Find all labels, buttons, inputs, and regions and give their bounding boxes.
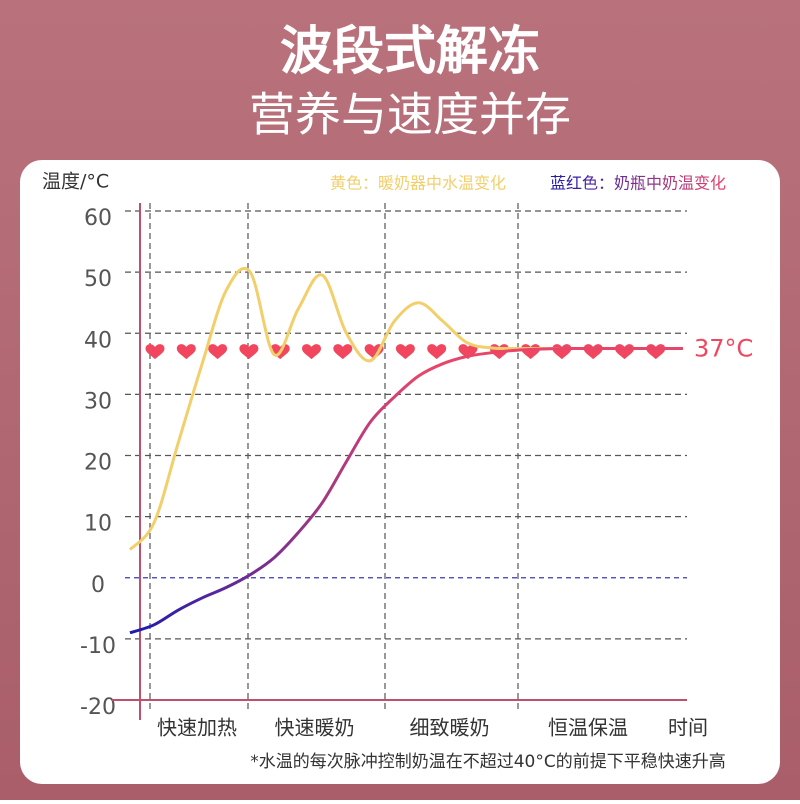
target-heart — [145, 344, 165, 360]
target-heart — [333, 344, 353, 360]
legend-entry: 黄色：暖奶器中水温变化 — [330, 174, 506, 193]
y-tick-label: 40 — [84, 328, 112, 353]
y-tick-label: 0 — [91, 573, 105, 598]
y-tick-label: 30 — [84, 389, 112, 414]
x-tick-label: 细致暖奶 — [410, 716, 490, 740]
y-tick-label: 50 — [84, 267, 112, 292]
target-heart — [427, 344, 447, 360]
y-tick-label: 20 — [84, 451, 112, 476]
target-label: 37°C — [694, 335, 753, 363]
y-axis-label: 温度/°C — [42, 171, 109, 193]
x-tick-label: 恒温保温 — [548, 716, 628, 740]
x-tick-label: 快速加热 — [157, 716, 237, 740]
target-heart — [302, 344, 321, 360]
target-heart — [208, 344, 228, 360]
target-heart — [395, 344, 415, 360]
x-tick-label: 快速暖奶 — [275, 716, 355, 740]
subtitle: 营养与速度并存 — [249, 88, 571, 142]
target-heart — [458, 344, 478, 360]
card — [20, 160, 780, 784]
y-tick-label: 60 — [84, 206, 112, 231]
x-axis-label: 时间 — [668, 716, 708, 740]
footnote: *水温的每次脉冲控制奶温在不超过40°C的前提下平稳快速升高 — [250, 752, 726, 772]
y-tick-label: -20 — [80, 695, 116, 720]
target-heart — [176, 344, 196, 360]
legend-entry: 蓝红色：奶瓶中奶温变化 — [550, 174, 726, 193]
series-line — [129, 346, 683, 635]
y-tick-label: -10 — [80, 634, 116, 659]
target-heart — [239, 344, 259, 360]
y-tick-label: 10 — [84, 512, 112, 537]
title: 波段式解冻 — [280, 22, 540, 82]
